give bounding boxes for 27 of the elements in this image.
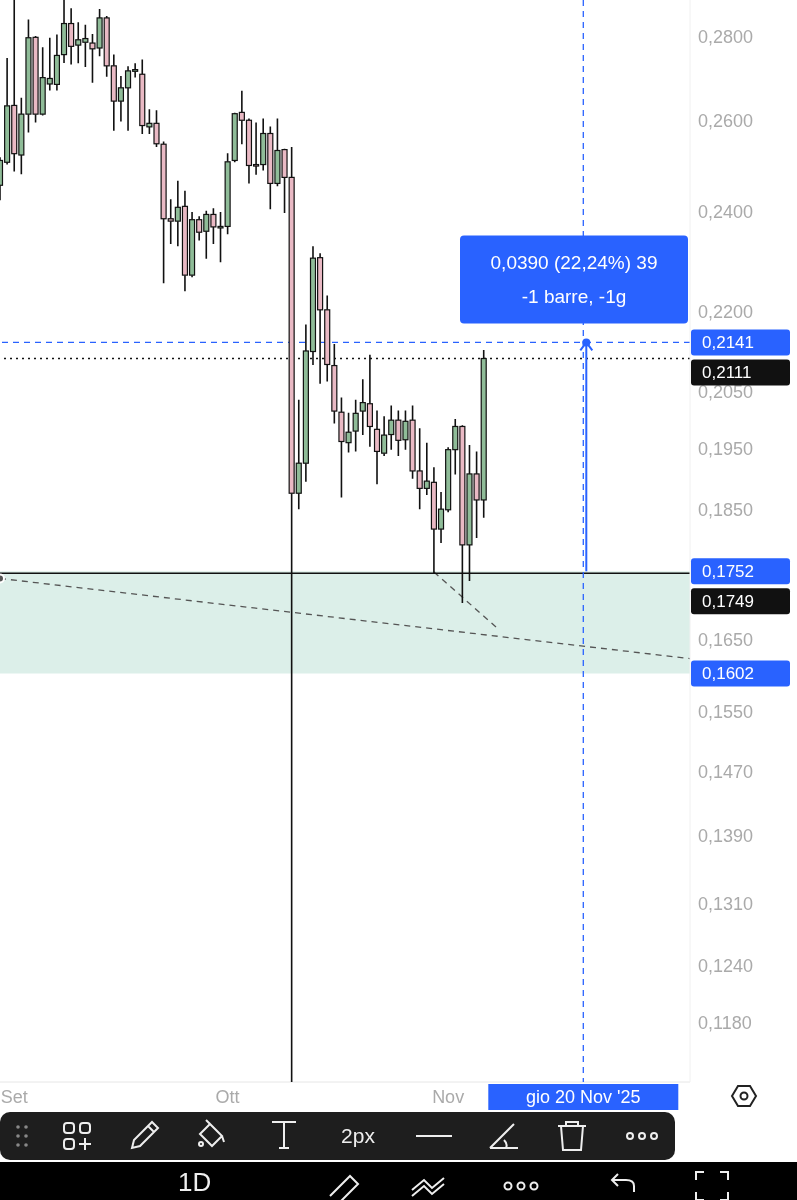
y-tick-label: 0,2400: [698, 202, 754, 223]
ref-line-label: 0,2141: [702, 333, 754, 353]
annotation: 0,0390 (22,24%) 39: [490, 252, 658, 274]
y-tick-label: 0,2800: [698, 26, 754, 47]
y-tick-label: 0,1470: [698, 761, 754, 782]
y-tick-label: 0,1240: [698, 956, 754, 977]
x-tick-label: gio 20 Nov '25: [526, 1087, 641, 1107]
x-tick-label: Ott: [215, 1087, 240, 1107]
text: 0,1602: [702, 664, 754, 684]
y-tick-label: 0,1550: [698, 701, 754, 722]
x-tick-label: Set: [0, 1087, 28, 1107]
text: 0,1752: [702, 562, 754, 582]
y-tick-label: 0,1310: [698, 893, 754, 914]
ref-line-label: 0,2111: [702, 363, 752, 383]
y-tick-label: 0,2200: [698, 301, 754, 322]
x-tick-label: Nov: [432, 1087, 465, 1107]
y-tick-label: 0,2600: [698, 111, 754, 132]
y-tick-label: 0,1180: [698, 1012, 752, 1033]
y-tick-label: 0,1390: [698, 825, 754, 846]
y-tick-label: 0,1650: [698, 630, 754, 651]
text: 1D: [178, 1167, 212, 1197]
y-tick-label: 0,1950: [698, 439, 754, 460]
annotation: -1 barre, -1g: [521, 286, 627, 308]
ref-line-label: 0,1749: [702, 592, 754, 612]
y-tick-label: 0,2050: [698, 382, 754, 403]
text: 2px: [341, 1124, 376, 1147]
y-tick-label: 0,1850: [698, 499, 754, 520]
